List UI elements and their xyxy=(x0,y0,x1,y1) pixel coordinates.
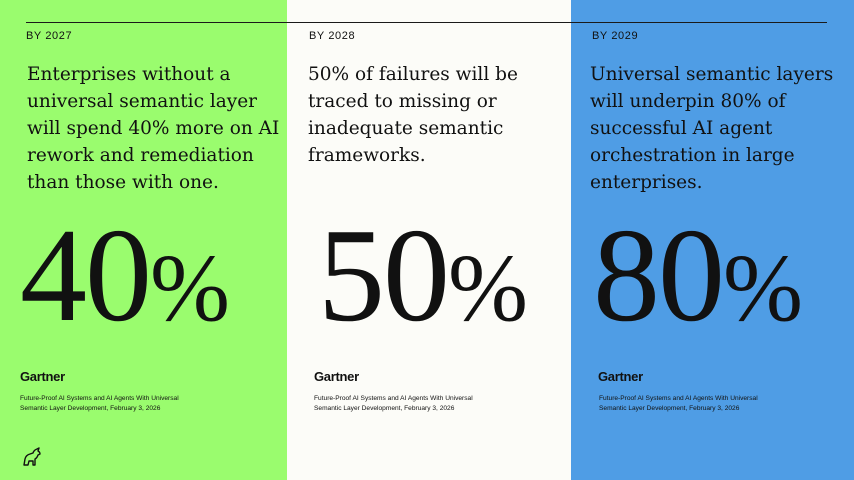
big-percentage: 80% xyxy=(593,205,803,358)
statement-line: enterprises. xyxy=(590,172,703,193)
big-number: 80 xyxy=(593,201,725,349)
big-percentage: 50% xyxy=(318,205,528,358)
gartner-logo: Gartner xyxy=(20,369,65,384)
source-citation: Future-Proof AI Systems and AI Agents Wi… xyxy=(599,394,799,414)
source-citation: Future-Proof AI Systems and AI Agents Wi… xyxy=(314,394,514,414)
percent-sign: % xyxy=(723,234,803,341)
source-line: Semantic Layer Development, February 3, … xyxy=(314,405,455,412)
gartner-logo: Gartner xyxy=(314,369,359,384)
statement-line: will spend 40% more on AI xyxy=(27,118,280,139)
prediction-statement: Universal semantic layers will underpin … xyxy=(590,61,833,196)
statement-line: successful AI agent xyxy=(590,118,773,139)
statement-line: than those with one. xyxy=(27,172,219,193)
statement-line: orchestration in large xyxy=(590,145,795,166)
source-line: Future-Proof AI Systems and AI Agents Wi… xyxy=(20,395,179,402)
source-line: Semantic Layer Development, February 3, … xyxy=(20,405,161,412)
statement-line: Enterprises without a xyxy=(27,64,231,85)
big-number: 40 xyxy=(20,201,152,349)
statement-line: Universal semantic layers xyxy=(590,64,834,85)
statement-line: frameworks. xyxy=(308,145,426,166)
prediction-statement: 50% of failures will be traced to missin… xyxy=(308,61,518,169)
source-line: Future-Proof AI Systems and AI Agents Wi… xyxy=(599,395,758,402)
statement-line: traced to missing or xyxy=(308,91,497,112)
prediction-statement: Enterprises without a universal semantic… xyxy=(27,61,279,196)
percent-sign: % xyxy=(448,234,528,341)
top-divider xyxy=(26,22,827,23)
bull-icon xyxy=(23,447,41,466)
year-label: BY 2027 xyxy=(26,30,73,42)
source-line: Future-Proof AI Systems and AI Agents Wi… xyxy=(314,395,473,402)
gartner-logo: Gartner xyxy=(598,369,643,384)
panel-2027: BY 2027 Enterprises without a universal … xyxy=(0,0,287,480)
source-citation: Future-Proof AI Systems and AI Agents Wi… xyxy=(20,394,220,414)
year-label: BY 2029 xyxy=(592,30,639,42)
panel-2028: BY 2028 50% of failures will be traced t… xyxy=(287,0,571,480)
statement-line: inadequate semantic xyxy=(308,118,504,139)
statement-line: universal semantic layer xyxy=(27,91,258,112)
big-number: 50 xyxy=(318,201,450,349)
percent-sign: % xyxy=(150,234,230,341)
panel-2029: BY 2029 Universal semantic layers will u… xyxy=(571,0,854,480)
source-line: Semantic Layer Development, February 3, … xyxy=(599,405,740,412)
statement-line: 50% of failures will be xyxy=(308,64,518,85)
statement-line: will underpin 80% of xyxy=(590,91,786,112)
big-percentage: 40% xyxy=(20,205,230,358)
year-label: BY 2028 xyxy=(309,30,356,42)
statement-line: rework and remediation xyxy=(27,145,254,166)
